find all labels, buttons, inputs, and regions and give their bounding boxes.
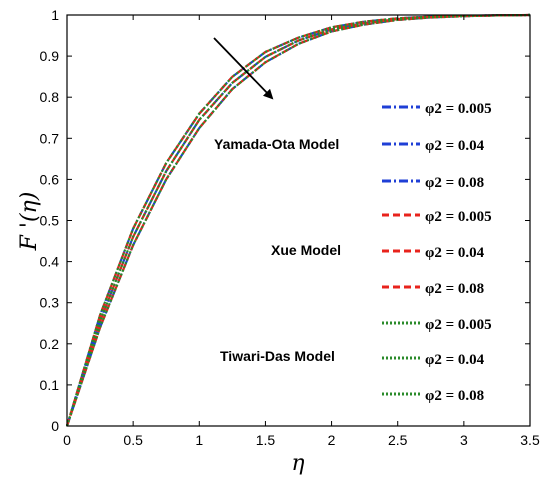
legend-label-4: φ2 = 0.04 <box>425 245 485 261</box>
legend-label-2: φ2 = 0.08 <box>425 175 484 191</box>
legend-group-label-1: Xue Model <box>271 242 341 258</box>
x-tick-label-6: 3 <box>460 432 468 448</box>
x-tick-label-4: 2 <box>328 432 336 448</box>
series-line-8 <box>65 13 531 427</box>
annotation-arrow <box>213 37 274 100</box>
curves-layer <box>65 13 531 427</box>
legend-label-7: φ2 = 0.04 <box>425 352 485 368</box>
x-tick-label-5: 2.5 <box>388 432 408 448</box>
x-axis-title: η <box>291 451 304 476</box>
x-tick-label-7: 3.5 <box>520 432 540 448</box>
x-tick-labels: 0 0.5 1 1.5 2 2.5 3 3.5 <box>63 432 540 448</box>
y-tick-label-1: 0.1 <box>40 377 60 393</box>
y-tick-label-7: 0.7 <box>40 130 60 146</box>
legend-label-3: φ2 = 0.005 <box>425 209 492 225</box>
y-tick-label-4: 0.4 <box>40 254 60 270</box>
y-tick-label-2: 0.2 <box>40 336 60 352</box>
legend-label-0: φ2 = 0.005 <box>425 101 492 117</box>
y-tick-label-9: 0.9 <box>40 48 60 64</box>
legend-label-8: φ2 = 0.08 <box>425 388 484 404</box>
legend-group-label-0: Yamada-Ota Model <box>214 136 339 152</box>
y-tick-label-0: 0 <box>51 418 59 434</box>
x-tick-label-2: 1 <box>195 432 203 448</box>
legend-group-label-2: Tiwari-Das Model <box>220 348 335 364</box>
y-tick-label-6: 0.6 <box>40 171 60 187</box>
y-axis-title: F '(η) <box>17 192 42 252</box>
y-tick-labels: 0 0.1 0.2 0.3 0.4 0.5 0.6 0.7 0.8 0.9 1 <box>40 7 60 434</box>
x-tick-label-0: 0 <box>63 432 71 448</box>
legend-label-5: φ2 = 0.08 <box>425 281 484 297</box>
legend-label-1: φ2 = 0.04 <box>425 138 485 154</box>
y-tick-label-3: 0.3 <box>40 295 60 311</box>
y-tick-label-5: 0.5 <box>40 213 60 229</box>
y-tick-label-10: 1 <box>51 7 59 23</box>
legend: Yamada-Ota Model Xue Model Tiwari-Das Mode… <box>214 101 492 404</box>
y-tick-label-8: 0.8 <box>40 89 60 105</box>
x-tick-label-1: 0.5 <box>123 432 143 448</box>
ticks-layer <box>66 14 531 427</box>
legend-label-6: φ2 = 0.005 <box>425 317 492 333</box>
x-tick-label-3: 1.5 <box>256 432 276 448</box>
